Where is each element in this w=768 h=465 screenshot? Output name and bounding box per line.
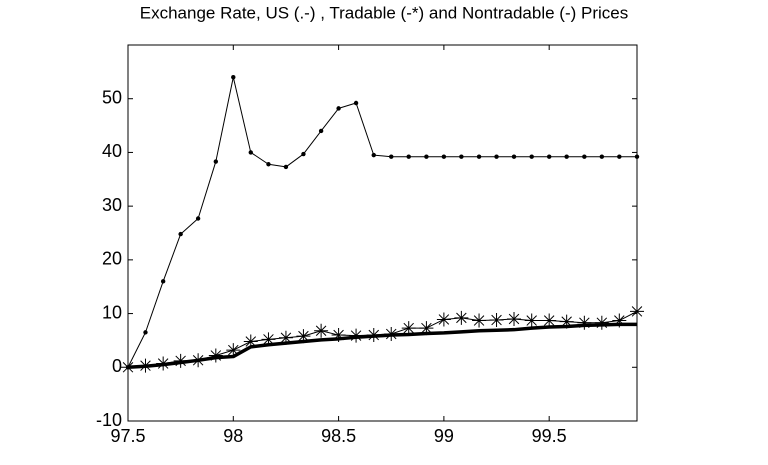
point-marker xyxy=(178,231,183,237)
point-marker xyxy=(406,154,411,159)
point-marker xyxy=(494,154,499,159)
point-marker xyxy=(283,164,289,170)
y-tick-label: 50 xyxy=(102,87,122,107)
point-marker xyxy=(336,106,341,111)
point-marker xyxy=(524,313,539,328)
point-marker xyxy=(564,154,569,159)
point-marker xyxy=(266,162,271,167)
point-marker xyxy=(419,321,434,336)
x-tick-label: 98 xyxy=(223,426,243,446)
point-marker xyxy=(208,348,223,363)
chart-title: Exchange Rate, US (.-) , Tradable (-*) a… xyxy=(140,3,628,22)
point-marker xyxy=(301,151,306,157)
point-marker xyxy=(401,321,416,336)
point-marker xyxy=(318,128,324,134)
point-marker xyxy=(231,75,236,80)
point-marker xyxy=(371,152,376,158)
point-marker xyxy=(213,159,219,164)
point-marker xyxy=(143,330,148,335)
point-marker xyxy=(546,154,552,159)
point-marker xyxy=(507,311,522,326)
point-marker xyxy=(243,334,258,349)
point-marker xyxy=(436,312,451,327)
point-marker xyxy=(226,343,241,358)
series-line xyxy=(127,76,637,368)
point-marker xyxy=(459,154,464,159)
point-marker xyxy=(389,154,394,159)
point-marker xyxy=(424,154,429,159)
point-marker xyxy=(599,154,605,159)
point-marker xyxy=(296,329,311,344)
point-marker xyxy=(314,323,329,338)
point-marker xyxy=(472,313,487,328)
point-marker xyxy=(511,154,517,159)
y-tick-label: 0 xyxy=(112,356,122,376)
point-marker xyxy=(577,315,592,330)
point-marker xyxy=(331,328,346,343)
point-marker xyxy=(195,216,201,221)
series-line xyxy=(127,322,637,370)
y-tick-label: 40 xyxy=(102,141,122,161)
point-marker xyxy=(278,330,293,345)
point-marker xyxy=(634,154,640,159)
y-tick-label: 30 xyxy=(102,195,122,215)
point-marker xyxy=(559,314,574,329)
y-tick-label: -10 xyxy=(96,410,122,430)
point-marker xyxy=(529,154,534,159)
x-tick-label: 99 xyxy=(434,426,454,446)
y-tick-label: 20 xyxy=(102,249,122,269)
x-tick-label: 97.5 xyxy=(110,426,145,446)
point-marker xyxy=(617,154,622,159)
point-marker xyxy=(441,154,447,159)
point-marker xyxy=(630,304,644,319)
point-marker xyxy=(353,100,359,106)
y-tick-label: 10 xyxy=(102,302,122,322)
point-marker xyxy=(160,279,166,284)
point-marker xyxy=(542,313,557,328)
x-tick-label: 99.5 xyxy=(532,426,567,446)
x-tick-label: 98.5 xyxy=(321,426,356,446)
point-marker xyxy=(121,360,135,375)
point-marker xyxy=(489,313,504,328)
point-marker xyxy=(248,150,253,155)
point-marker xyxy=(261,332,276,347)
point-marker xyxy=(582,154,587,159)
point-marker xyxy=(612,313,627,328)
point-marker xyxy=(594,315,609,330)
plot-frame xyxy=(127,44,638,422)
point-marker xyxy=(454,310,469,325)
point-marker xyxy=(476,154,482,159)
